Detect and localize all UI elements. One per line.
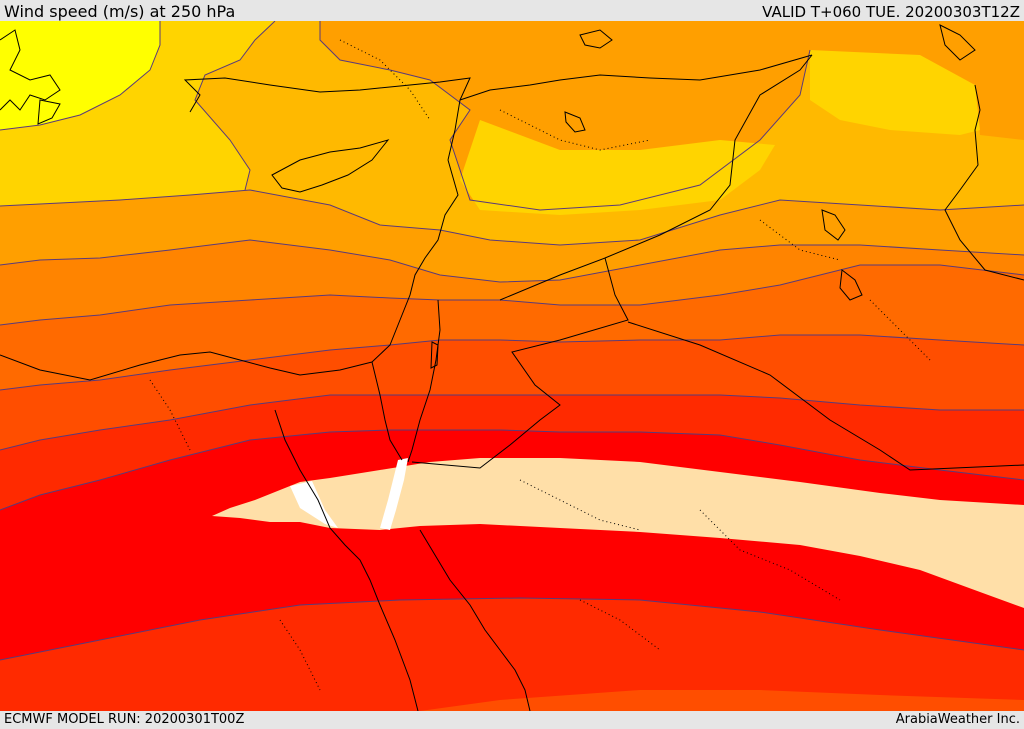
footer-bar: ECMWF MODEL RUN: 20200301T00Z ArabiaWeat… (0, 711, 1024, 729)
aegean-coast (0, 29, 61, 111)
wind-band-yellow-center (460, 120, 775, 215)
valid-time-label: VALID T+060 TUE. 20200303T12Z (762, 3, 1020, 21)
lake-tuz (579, 29, 613, 49)
iraq-border (604, 54, 813, 259)
persian-gulf-north (821, 209, 846, 241)
wind-band-dark-orange-bottom (420, 690, 1024, 711)
wind-speed-map (0, 21, 1024, 711)
dead-sea (430, 341, 439, 369)
nile-sudan-border-sinai (274, 409, 419, 711)
header-bar: Wind speed (m/s) at 250 hPa VALID T+060 … (0, 0, 1024, 21)
jet-core-peak (290, 481, 338, 528)
saudi-iraq-border (627, 321, 1024, 471)
map-title: Wind speed (m/s) at 250 hPa (4, 2, 236, 21)
model-run-label: ECMWF MODEL RUN: 20200301T00Z (4, 712, 245, 727)
gulf-of-suez (371, 361, 403, 461)
wind-band-orange-1 (0, 190, 1024, 282)
persian-gulf-island (839, 269, 863, 301)
lake-keban (564, 111, 586, 133)
brand-label: ArabiaWeather Inc. (895, 712, 1020, 727)
iraq-iran-border (944, 84, 1024, 281)
levant-coast (371, 159, 459, 363)
jordan-border (407, 299, 441, 463)
jet-core-max-wind (212, 458, 1024, 608)
syria-turkey-border (459, 54, 813, 101)
wind-band-orange-2 (0, 240, 1024, 325)
wind-band-red-orange-bottom (0, 598, 1024, 711)
wind-band-red-orange (0, 395, 1024, 510)
wind-band-yellow-ne (810, 50, 980, 135)
crete (37, 99, 61, 125)
cyprus (271, 139, 390, 193)
red-sea-west (419, 529, 531, 711)
egypt-north-coast (0, 351, 373, 381)
coastlines-borders (0, 24, 1024, 711)
lake-van (939, 24, 976, 61)
wind-contours (0, 21, 1024, 661)
jet-core-peak-2 (380, 458, 408, 530)
province-borders (149, 39, 931, 691)
